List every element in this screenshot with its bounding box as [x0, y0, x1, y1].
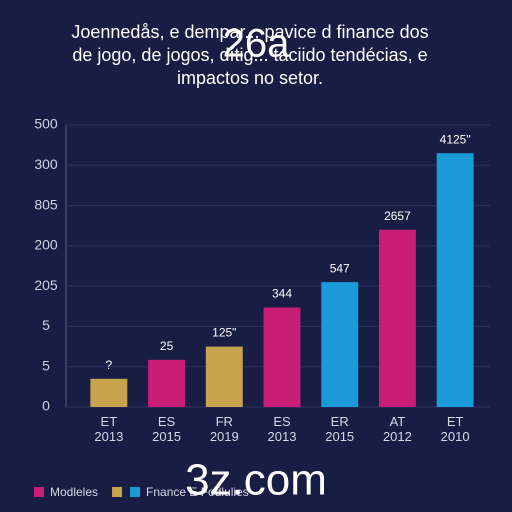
- legend-swatch: [34, 487, 44, 497]
- x-tick-label: AT 2012: [382, 414, 412, 444]
- legend-label: Fnance E Fodlulies: [146, 485, 249, 499]
- legend-swatch: [130, 487, 141, 497]
- y-tick-label: 200: [34, 237, 58, 253]
- bar-label: 25: [160, 339, 174, 353]
- chart-title: impactos no setor.: [177, 68, 323, 88]
- bar-label: 125": [212, 326, 236, 340]
- y-tick-label: 300: [34, 156, 58, 172]
- y-tick-label: 500: [34, 116, 58, 132]
- bar-label: 344: [272, 287, 292, 301]
- x-tick-label: ER 2015: [325, 414, 355, 444]
- legend-swatch: [112, 487, 123, 497]
- bar-label: 4125": [440, 132, 471, 146]
- chart-title: de jogo, de jogos, dítig... taciido tend…: [72, 45, 427, 65]
- x-tick-label: FR 2019: [209, 414, 239, 444]
- x-tick-label: ET 2010: [440, 414, 470, 444]
- legend-label: Modleles: [50, 485, 98, 499]
- x-tick-label: ES 2013: [267, 414, 297, 444]
- bar: [90, 378, 128, 407]
- y-tick-label: 5: [42, 357, 50, 373]
- y-tick-label: 205: [34, 277, 58, 293]
- bar: [436, 153, 474, 407]
- bar: [148, 359, 186, 407]
- x-tick-label: ES 2015: [152, 414, 182, 444]
- y-tick-label: 5: [42, 317, 50, 333]
- y-tick-label: 0: [42, 398, 50, 414]
- watermark: 3z.com: [185, 456, 327, 505]
- bar-label: 547: [330, 261, 350, 275]
- y-tick-label: 805: [34, 196, 58, 212]
- bar: [263, 307, 301, 407]
- watermark: 26a: [223, 22, 290, 66]
- bar-label: 2657: [384, 209, 411, 223]
- chart-title: Joennedås, e dempar... pavice d finance …: [71, 22, 428, 42]
- bar-label: ?: [106, 358, 113, 372]
- x-tick-label: ET 2013: [94, 414, 124, 444]
- bar: [378, 229, 416, 407]
- bar: [205, 346, 243, 407]
- bar: [321, 282, 359, 407]
